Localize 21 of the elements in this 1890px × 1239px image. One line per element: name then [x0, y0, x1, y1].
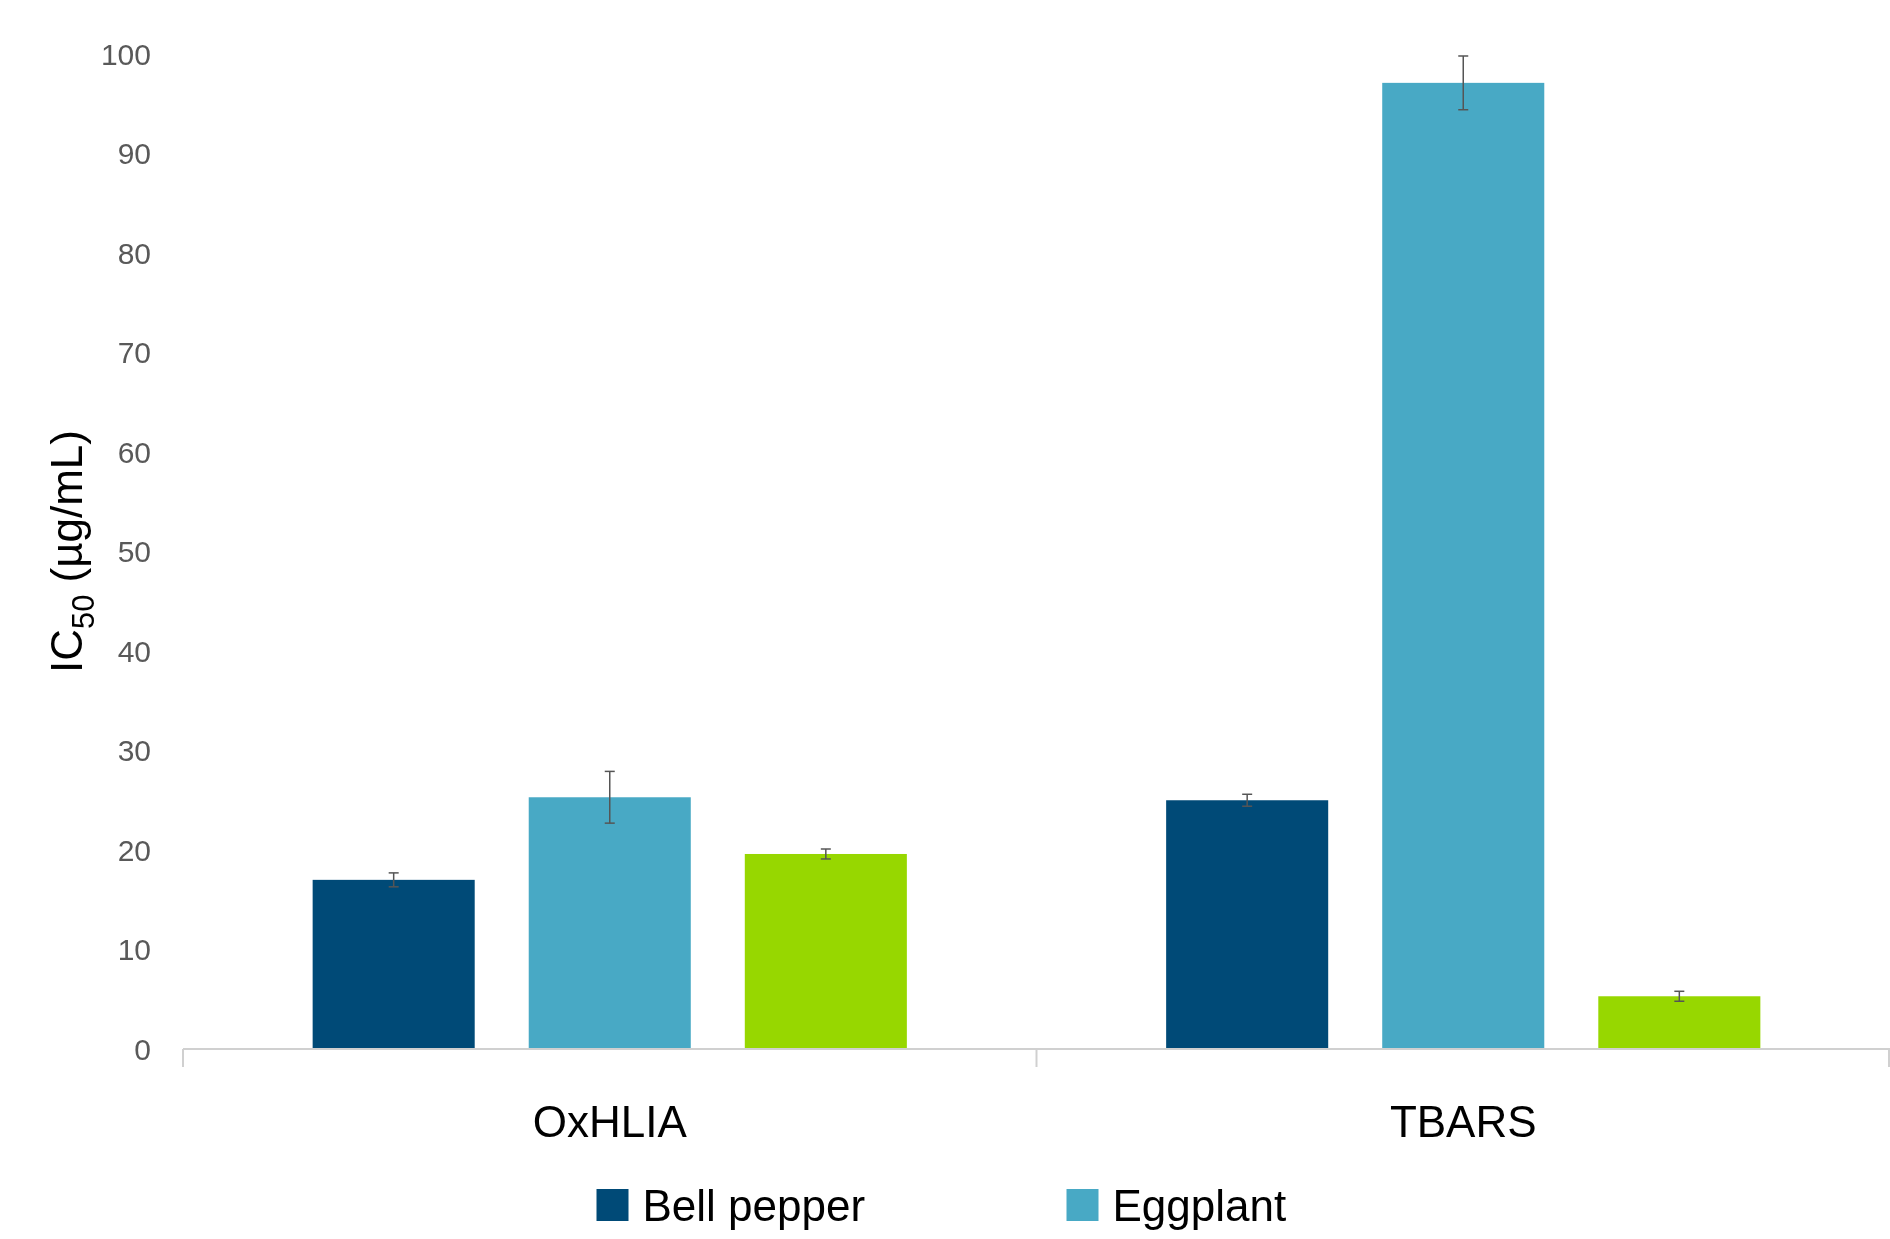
x-tick-label: TBARS [1389, 1096, 1537, 1146]
y-tick-label: 30 [117, 734, 151, 767]
bar [1166, 800, 1329, 1049]
legend-label: Eggplant [1112, 1180, 1287, 1230]
y-tick-label: 40 [117, 634, 151, 668]
legend-label: Bell pepper [642, 1180, 866, 1230]
bar [1598, 996, 1761, 1049]
bar [744, 853, 907, 1049]
y-tick-label: 20 [117, 833, 151, 867]
y-tick-label: 0 [134, 1032, 151, 1066]
bar [312, 879, 475, 1049]
y-tick-label: 70 [117, 336, 151, 369]
y-tick-label: 10 [117, 933, 151, 966]
y-tick-label: 100 [100, 37, 151, 71]
x-tick-label: OxHLIA [532, 1096, 688, 1146]
y-tick-label: 80 [117, 236, 151, 270]
bar [528, 797, 691, 1049]
y-tick-label: 90 [117, 137, 151, 170]
bar [1382, 82, 1545, 1049]
y-tick-label: 50 [117, 535, 151, 568]
y-tick-label: 60 [117, 435, 151, 469]
